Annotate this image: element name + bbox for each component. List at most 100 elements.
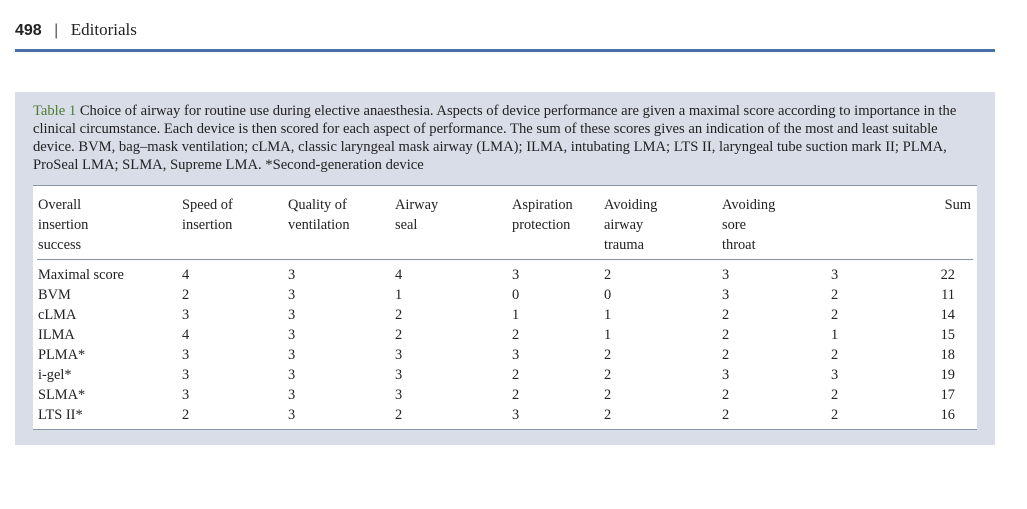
cell: 4 [395,267,403,283]
cell: 3 [722,267,730,283]
column-header: throat [722,237,756,253]
cell: 2 [182,287,190,303]
running-head: 498 | Editorials [15,20,137,40]
cell: 3 [395,347,403,363]
rule [15,49,995,52]
cell: 2 [182,407,190,423]
column-header: seal [395,217,418,233]
cell: 2 [722,307,730,323]
column-header: sore [722,217,746,233]
cell: 2 [395,407,403,423]
cell: 3 [395,367,403,383]
cell: 3 [182,367,190,383]
cell: 3 [831,367,839,383]
column-header: Avoiding [604,197,658,213]
cell: 2 [722,407,730,423]
cell: 3 [288,287,296,303]
row-label: i-gel* [38,367,72,383]
column-header: Speed of [182,197,233,213]
column-header: success [38,237,82,253]
column-header: airway [604,217,644,233]
cell: 2 [722,347,730,363]
column-header: Quality of [288,197,347,213]
cell: 3 [831,267,839,283]
caption-label: Table 1 [33,103,77,119]
row-label: LTS II* [38,407,83,423]
column-header: insertion [38,217,89,233]
cell: 1 [512,307,520,323]
column-header: trauma [604,237,644,253]
row-label: SLMA* [38,387,86,403]
column-header: Sum [944,197,971,213]
cell: 3 [288,387,296,403]
cell: 2 [512,367,520,383]
cell: 4 [182,267,190,283]
cell: 2 [512,387,520,403]
cell: 14 [940,307,955,323]
cell: 4 [182,327,190,343]
cell: 3 [182,307,190,323]
column-header: protection [512,217,571,233]
cell: 0 [604,287,612,303]
cell: 2 [831,407,839,423]
column-header: insertion [182,217,233,233]
cell: 2 [722,327,730,343]
cell: 2 [831,347,839,363]
cell: 3 [722,367,730,383]
cell: 3 [182,347,190,363]
cell: 2 [604,347,612,363]
row-label: Maximal score [38,267,124,283]
cell: 3 [395,387,403,403]
column-header: ventilation [288,217,350,233]
cell: 2 [395,307,403,323]
column-header: Airway [395,197,439,213]
cell: 3 [512,347,520,363]
column-header: Aspiration [512,197,573,213]
table: Overall insertion success Speed of insertion… [33,185,977,430]
cell: 2 [604,387,612,403]
cell: 3 [288,307,296,323]
cell: 2 [604,367,612,383]
cell: 2 [831,387,839,403]
header-rule [37,259,973,260]
caption-text: Choice of airway for routine use during … [33,103,957,173]
row-label: ILMA [38,327,75,343]
cell: 3 [288,367,296,383]
cell: 3 [288,407,296,423]
cell: 2 [512,327,520,343]
page-number: 498 [15,22,42,39]
cell: 2 [722,387,730,403]
cell: 15 [940,327,955,343]
section: Editorials [70,20,137,39]
cell: 2 [831,287,839,303]
cell: 3 [288,327,296,343]
cell: 1 [604,307,612,323]
cell: 3 [182,387,190,403]
table-panel: Table 1 Choice of airway for routine use… [15,92,995,445]
cell: 3 [512,407,520,423]
cell: 3 [288,267,296,283]
cell: 1 [395,287,403,303]
cell: 18 [940,347,955,363]
caption: Table 1 Choice of airway for routine use… [33,102,981,174]
column-header: Overall [38,197,82,213]
cell: 2 [395,327,403,343]
cell: 3 [722,287,730,303]
cell: 17 [940,387,955,403]
cell: 2 [604,267,612,283]
cell: 3 [288,347,296,363]
cell: 16 [940,407,955,423]
cell: 22 [940,267,955,283]
row-label: BVM [38,287,71,303]
separator: | [54,22,59,39]
cell: 1 [604,327,612,343]
cell: 2 [604,407,612,423]
row-label: cLMA [38,307,77,323]
row-label: PLMA* [38,347,86,363]
cell: 2 [831,307,839,323]
cell: 19 [940,367,955,383]
cell: 1 [831,327,839,343]
cell: 3 [512,267,520,283]
column-header: Avoiding [722,197,776,213]
